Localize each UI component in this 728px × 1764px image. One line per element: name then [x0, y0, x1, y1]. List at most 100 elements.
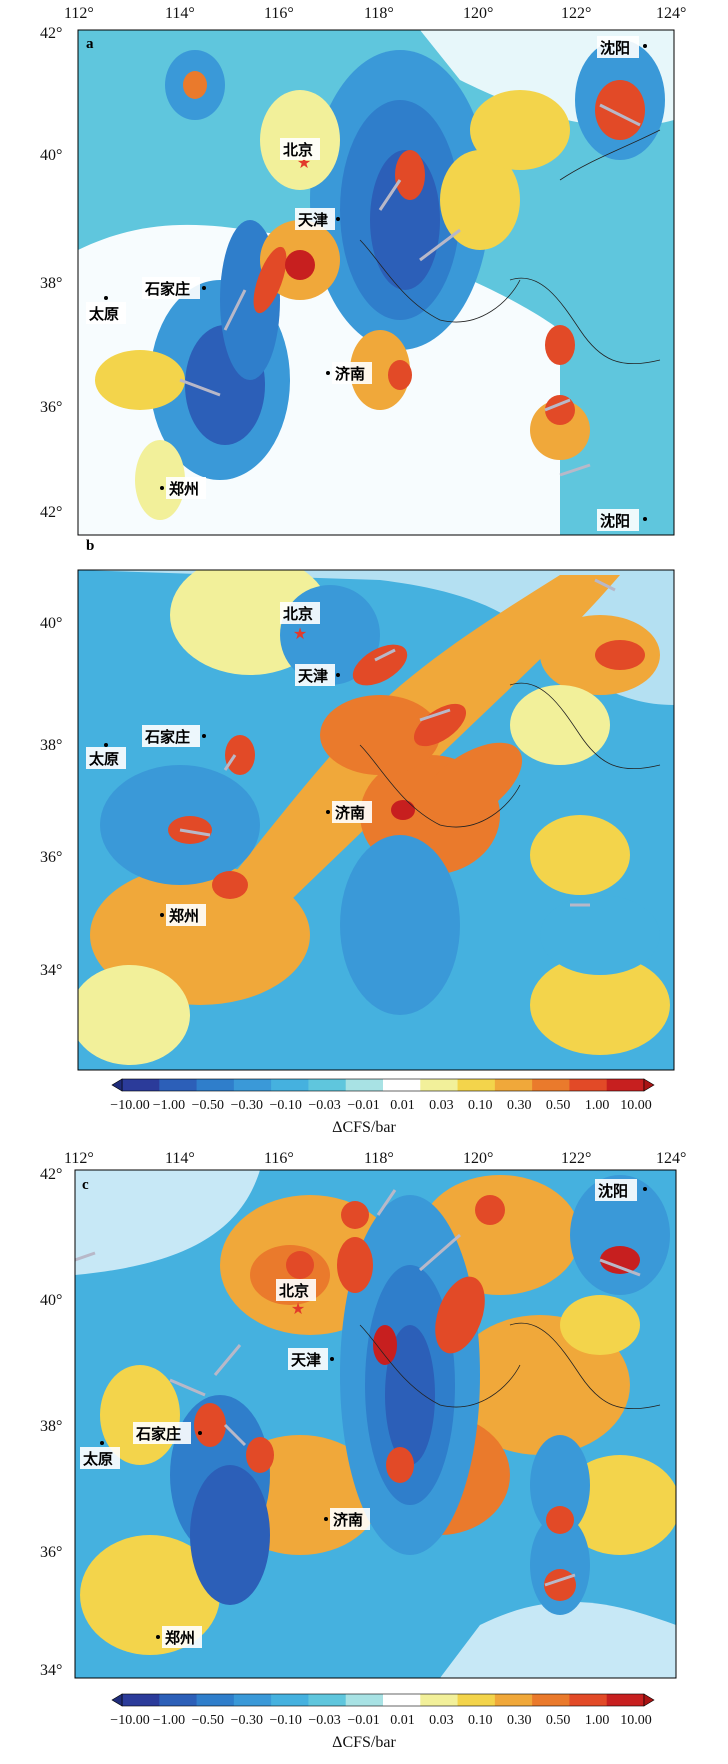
city-dot-icon: [202, 286, 206, 290]
city-dot-icon: [326, 810, 330, 814]
city-label-tianjin: 天津: [298, 211, 328, 229]
colorbar-tick-label: 0.30: [507, 1098, 532, 1113]
city-dot-icon: [198, 1431, 202, 1435]
city-label-shijiazhuang: 石家庄: [144, 728, 190, 746]
city-dot-icon: [160, 486, 164, 490]
colorbar-title: ΔCFS/bar: [332, 1734, 396, 1751]
colorbar-svg: −10.00 −1.00 −0.50 −0.30 −0.10 −0.03 −0.01 0.01…: [110, 1693, 655, 1751]
map-c-svg: c 112° 114° 116° 118° 120° 122° 124° 42°…: [40, 1150, 686, 1679]
colorbar-swatch: [159, 1694, 198, 1706]
city-label-tianjin: 天津: [298, 667, 328, 685]
colorbar-swatch: [569, 1079, 608, 1091]
colorbar-swatch: [569, 1694, 608, 1706]
tick-label: 42°: [40, 504, 62, 521]
epicenter-star-icon: ★: [293, 624, 307, 643]
colorbar-tick-label: 0.30: [507, 1713, 532, 1728]
colorbar-tick-label: 10.00: [620, 1713, 652, 1728]
tick-label: 36°: [40, 1544, 62, 1561]
city-dot-icon: [156, 1635, 160, 1639]
tick-label: 112°: [64, 5, 94, 22]
colorbar-tick-label: −1.00: [153, 1713, 185, 1728]
colorbar-swatch: [196, 1079, 235, 1091]
colorbar-right-arrow-icon: [643, 1693, 655, 1707]
city-dot-icon: [336, 217, 340, 221]
colorbar-swatch: [308, 1694, 347, 1706]
colorbar-tick-label: −0.50: [192, 1713, 224, 1728]
tick-label: 118°: [364, 1150, 394, 1167]
colorbar-swatch: [494, 1694, 533, 1706]
colorbar-labels: −10.00 −1.00 −0.50 −0.30 −0.10 −0.03 −0.01 0.01…: [110, 1713, 651, 1728]
left-latitude-ticks: 42° 40° 38° 36° 34°: [40, 1166, 62, 1679]
colorbar-swatch: [271, 1694, 309, 1706]
colorbar-tick-label: 10.00: [620, 1098, 652, 1113]
tick-label: 34°: [40, 1662, 62, 1679]
colorbar-tick-label: −0.03: [308, 1098, 340, 1113]
colorbar-swatch: [457, 1694, 496, 1706]
colorbar-tick-label: 1.00: [585, 1713, 610, 1728]
colorbar-swatch: [606, 1694, 645, 1706]
colorbar-tick-label: −10.00: [110, 1713, 149, 1728]
colorbar-swatch: [345, 1694, 384, 1706]
colorbar-swatch: [233, 1079, 272, 1091]
colorbar-tick-label: −0.01: [347, 1713, 379, 1728]
tick-label: 114°: [165, 5, 195, 22]
city-label-shijiazhuang: 石家庄: [135, 1425, 181, 1443]
city-label-taiyuan: 太原: [89, 750, 119, 768]
colorbar-swatch: [196, 1694, 235, 1706]
colorbar-tick-label: 0.03: [429, 1098, 454, 1113]
colorbar-tick-label: −0.30: [231, 1713, 263, 1728]
colorbar-swatch: [420, 1694, 459, 1706]
map-frame: [77, 569, 675, 1071]
colorbar-left-arrow-icon: [111, 1078, 123, 1092]
epicenter-star-icon: ★: [291, 1299, 305, 1318]
tick-label: 36°: [40, 849, 62, 866]
city-label-zhengzhou: 郑州: [169, 907, 199, 925]
colorbar-swatch: [122, 1694, 160, 1706]
city-markers: ★ 北京 天津 石家庄 太原 济南 郑州 沈阳: [80, 1179, 647, 1648]
tick-label: 42°: [40, 1166, 62, 1183]
colorbar-tick-label: 0.10: [468, 1713, 493, 1728]
city-label-shenyang: 沈阳: [600, 512, 630, 530]
city-label-beijing: 北京: [283, 605, 313, 623]
colorbar-swatch: [420, 1079, 459, 1091]
colorbar-swatch: [159, 1079, 198, 1091]
city-markers: ★ 北京 天津 石家庄 太原 济南 郑州 沈阳: [86, 36, 647, 499]
city-dot-icon: [643, 517, 647, 521]
colorbar-tick-label: 0.03: [429, 1713, 454, 1728]
colorbar-swatches: [121, 1078, 645, 1092]
colorbar-tick-label: −1.00: [153, 1098, 185, 1113]
colorbar-labels: −10.00 −1.00 −0.50 −0.30 −0.10 −0.03 −0.01 0.01…: [110, 1098, 651, 1113]
city-dot-icon: [100, 1441, 104, 1445]
tick-label: 40°: [40, 147, 62, 164]
city-label-shenyang: 沈阳: [598, 1182, 628, 1200]
colorbar-tick-label: −10.00: [110, 1098, 149, 1113]
tick-label: 38°: [40, 737, 62, 754]
colorbar-tick-label: −0.01: [347, 1098, 379, 1113]
top-longitude-ticks: 112° 114° 116° 118° 120° 122° 124°: [64, 1150, 686, 1167]
tick-label: 116°: [264, 1150, 294, 1167]
colorbar-swatch: [308, 1079, 347, 1091]
colorbar-swatch: [457, 1079, 496, 1091]
city-dot-icon: [160, 913, 164, 917]
city-dot-icon: [643, 1187, 647, 1191]
tick-label: 120°: [463, 1150, 493, 1167]
colorbar-left-arrow-icon: [111, 1693, 123, 1707]
city-dot-icon: [330, 1357, 334, 1361]
city-label-beijing: 北京: [279, 1282, 309, 1300]
map-a-svg: a 112° 114° 116° 118° 120° 122° 124° 42°…: [40, 5, 686, 536]
tick-label: 124°: [656, 1150, 686, 1167]
colorbar-tick-label: −0.03: [308, 1713, 340, 1728]
colorbar-tick-label: 1.00: [585, 1098, 610, 1113]
tick-label: 42°: [40, 25, 62, 42]
panel-label: a: [86, 36, 94, 52]
city-label-jinan: 济南: [333, 1511, 363, 1529]
tick-label: 38°: [40, 1418, 62, 1435]
colorbar-tick-label: 0.10: [468, 1098, 493, 1113]
colorbar-top: −10.00 −1.00 −0.50 −0.30 −0.10 −0.03 −0.01 0.01…: [0, 1075, 728, 1145]
city-dot-icon: [643, 44, 647, 48]
city-label-tianjin: 天津: [291, 1351, 321, 1369]
colorbar-tick-label: 0.50: [546, 1713, 571, 1728]
tick-label: 118°: [364, 5, 394, 22]
tick-label: 122°: [561, 1150, 591, 1167]
colorbar-swatch: [606, 1079, 645, 1091]
